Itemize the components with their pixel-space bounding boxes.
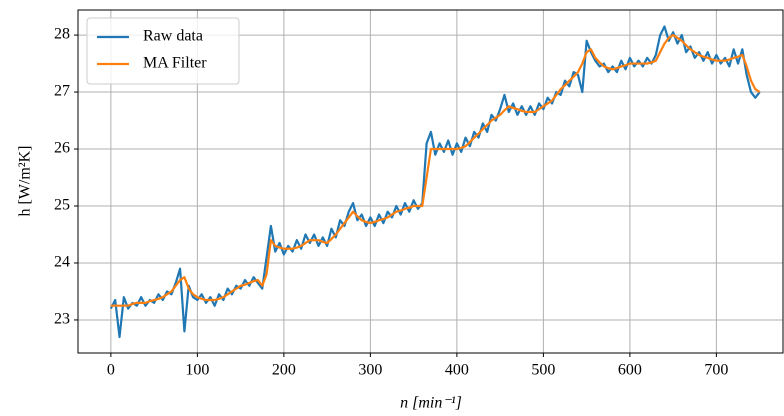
data-line [110, 33, 761, 307]
x-tick-label: 600 [618, 362, 642, 379]
y-tick-label: 25 [54, 197, 70, 214]
data-line [109, 25, 761, 339]
x-axis-label: n [min⁻¹] [400, 395, 462, 412]
y-tick-label: 28 [54, 26, 70, 43]
x-tick-label: 200 [272, 362, 296, 379]
x-tick-label: 300 [358, 362, 382, 379]
y-tick-label: 26 [54, 140, 70, 157]
x-tick-label: 400 [445, 362, 469, 379]
y-axis-label: h [W/m²K] [17, 146, 34, 217]
y-tick-label: 27 [54, 83, 70, 100]
y-tick-label: 24 [54, 254, 70, 271]
plot-frame [77, 9, 784, 354]
y-tick-label: 23 [54, 311, 70, 328]
x-tick-label: 100 [185, 362, 209, 379]
legend-box [86, 17, 240, 85]
x-tick-label: 500 [531, 362, 555, 379]
legend-label: Raw data [143, 28, 203, 45]
x-tick-label: 700 [704, 362, 728, 379]
x-tick-label: 0 [107, 362, 115, 379]
legend-label: MA Filter [143, 55, 207, 72]
